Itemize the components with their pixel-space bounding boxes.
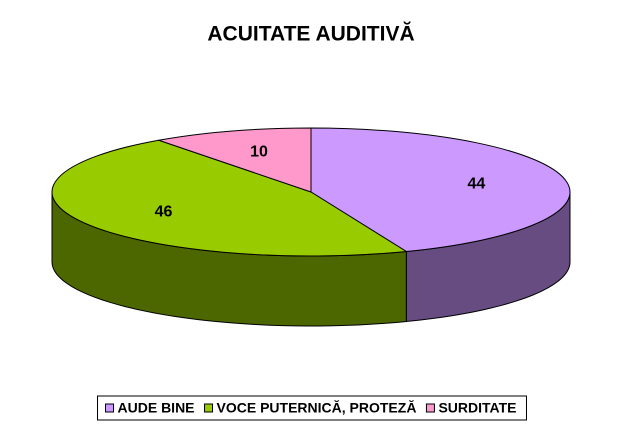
data-label: 10 <box>250 144 268 161</box>
legend: AUDE BINE VOCE PUTERNICĂ, PROTEZĂ SURDITAT… <box>97 395 527 421</box>
pie: 44 46 10 <box>51 127 571 327</box>
legend-label: VOCE PUTERNICĂ, PROTEZĂ <box>217 400 417 416</box>
legend-box <box>97 395 527 421</box>
legend-label: AUDE BINE <box>118 400 195 416</box>
pie-slice <box>156 127 312 193</box>
legend-swatch <box>105 403 115 413</box>
data-label: 46 <box>155 203 173 220</box>
legend-swatch <box>425 403 435 413</box>
legend-swatch <box>204 403 214 413</box>
legend-label: SURDITATE <box>438 400 516 416</box>
data-label: 44 <box>467 175 485 192</box>
pie-slice <box>51 139 408 257</box>
pie-slice <box>310 127 571 253</box>
chart-title: ACUITATE AUDITIVĂ <box>207 23 414 46</box>
